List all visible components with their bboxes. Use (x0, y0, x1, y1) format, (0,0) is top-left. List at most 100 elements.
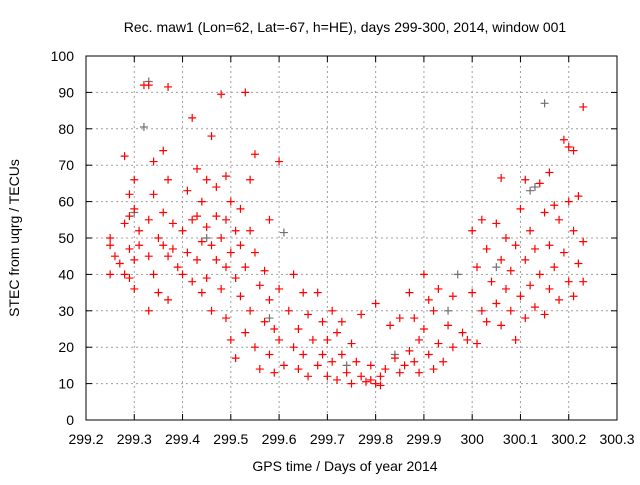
data-point-red (304, 372, 313, 381)
data-point-red (400, 361, 409, 370)
data-point-red (492, 299, 501, 308)
data-point-red (226, 248, 235, 257)
data-point-red (308, 335, 317, 344)
data-point-red (130, 255, 139, 264)
data-point-red (535, 270, 544, 279)
data-point-red (130, 204, 139, 213)
data-point-red (405, 346, 414, 355)
data-point-red (159, 241, 168, 250)
data-point-red (168, 219, 177, 228)
data-point-red (410, 314, 419, 323)
data-point-red (333, 375, 342, 384)
y-axis-label: STEC from uqrg / TECUs (6, 159, 22, 317)
data-point-red (347, 339, 356, 348)
data-point-red (381, 365, 390, 374)
data-point-red (115, 259, 124, 268)
data-point-red (323, 335, 332, 344)
data-point-red (193, 212, 202, 221)
data-point-gray (453, 270, 462, 279)
data-point-red (506, 266, 515, 275)
data-point-red (149, 190, 158, 199)
data-point-red (241, 88, 250, 97)
data-point-red (347, 379, 356, 388)
data-point-red (550, 263, 559, 272)
data-point-red (120, 270, 129, 279)
data-point-red (246, 226, 255, 235)
data-point-red (265, 215, 274, 224)
data-point-red (241, 328, 250, 337)
y-tick-label: 90 (58, 84, 74, 100)
data-point-red (555, 215, 564, 224)
data-point-red (395, 314, 404, 323)
data-point-red (395, 368, 404, 377)
data-point-red (458, 328, 467, 337)
data-point-gray (139, 122, 148, 131)
data-point-red (125, 244, 134, 253)
data-point-red (265, 350, 274, 359)
data-point-red (217, 90, 226, 99)
data-point-red (260, 266, 269, 275)
y-tick-label: 50 (58, 230, 74, 246)
data-point-red (468, 226, 477, 235)
data-point-red (516, 204, 525, 213)
data-point-red (284, 306, 293, 315)
data-point-red (333, 328, 342, 337)
x-tick-label: 299.5 (213, 431, 248, 447)
data-point-red (366, 375, 375, 384)
data-point-red (313, 361, 322, 370)
data-point-red (250, 343, 259, 352)
data-point-red (521, 314, 530, 323)
data-point-red (197, 237, 206, 246)
data-point-red (424, 295, 433, 304)
data-point-red (526, 281, 535, 290)
data-point-gray (265, 314, 274, 323)
data-point-red (289, 270, 298, 279)
data-point-red (120, 152, 129, 161)
data-point-red (497, 173, 506, 182)
data-point-red (106, 241, 115, 250)
data-point-red (448, 343, 457, 352)
plot-frame (85, 55, 618, 421)
data-point-red (526, 226, 535, 235)
data-point-red (193, 255, 202, 264)
data-point-gray (444, 306, 453, 315)
data-point-gray (540, 99, 549, 108)
data-point-red (255, 365, 264, 374)
data-point-red (202, 223, 211, 232)
data-point-red (482, 317, 491, 326)
data-points (106, 77, 588, 390)
data-point-red (497, 321, 506, 330)
data-point-red (371, 379, 380, 388)
data-point-red (545, 284, 554, 293)
data-point-red (376, 381, 385, 390)
data-point-red (197, 197, 206, 206)
data-point-red (144, 306, 153, 315)
data-point-red (231, 274, 240, 283)
y-tick-label: 40 (58, 266, 74, 282)
data-point-red (299, 288, 308, 297)
y-tick-label: 70 (58, 157, 74, 173)
data-point-red (574, 259, 583, 268)
data-point-red (255, 281, 264, 290)
data-point-red (164, 175, 173, 184)
data-point-red (545, 241, 554, 250)
data-point-red (246, 306, 255, 315)
data-point-red (516, 292, 525, 301)
data-point-red (154, 288, 163, 297)
y-tick-label: 80 (58, 121, 74, 137)
data-point-red (318, 317, 327, 326)
data-point-red (250, 248, 259, 257)
data-point-red (188, 113, 197, 122)
data-point-red (371, 299, 380, 308)
data-point-red (217, 284, 226, 293)
data-point-red (424, 350, 433, 359)
data-point-red (207, 132, 216, 141)
y-tick-label: 30 (58, 303, 74, 319)
data-point-red (178, 270, 187, 279)
data-point-red (250, 150, 259, 159)
data-point-red (183, 248, 192, 257)
data-point-red (337, 317, 346, 326)
data-point-red (540, 310, 549, 319)
